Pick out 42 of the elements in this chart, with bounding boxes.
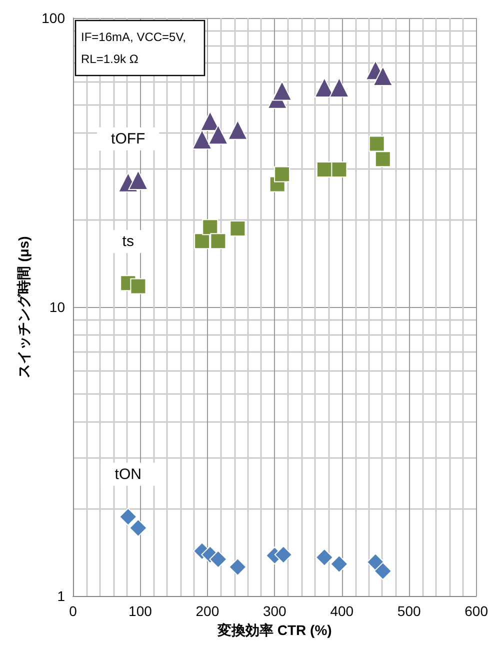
- point: [209, 550, 228, 568]
- point: [228, 120, 248, 140]
- point: [329, 77, 350, 98]
- point: [368, 136, 385, 152]
- point: [228, 558, 247, 576]
- point: [210, 233, 226, 250]
- point: [192, 129, 212, 150]
- point: [128, 170, 148, 190]
- x-tick-label: 400: [330, 603, 354, 619]
- x-tick-label: 0: [69, 603, 78, 619]
- point: [230, 220, 246, 236]
- x-tick-label: 100: [128, 603, 152, 619]
- point: [194, 233, 210, 250]
- point: [119, 508, 138, 526]
- x-tick-label: 600: [464, 603, 488, 619]
- y-tick-label: 1: [57, 588, 66, 604]
- series-label: ts: [122, 233, 134, 250]
- point: [274, 546, 292, 564]
- point: [272, 80, 292, 101]
- x-tick-label: 500: [397, 603, 421, 619]
- point: [374, 562, 392, 580]
- point: [130, 278, 146, 294]
- x-tick-label: 200: [196, 603, 220, 619]
- series-label: tOFF: [111, 130, 146, 148]
- y-axis-title: スイッチング時間 (μs): [16, 236, 32, 378]
- point: [331, 162, 348, 178]
- point: [208, 124, 228, 145]
- point: [129, 518, 148, 537]
- point: [315, 548, 334, 566]
- point: [316, 162, 332, 178]
- x-axis-title: 変換効率 CTR (%): [216, 622, 332, 638]
- x-tick-label: 300: [262, 603, 287, 619]
- point: [330, 555, 348, 574]
- y-tick-label: 10: [49, 299, 66, 315]
- point: [374, 151, 391, 168]
- point: [366, 553, 384, 572]
- point: [274, 166, 290, 182]
- y-tick-label: 100: [42, 10, 66, 26]
- point: [202, 219, 218, 236]
- series-label: tON: [114, 466, 142, 483]
- annotation: IF=16mA, VCC=5V, RL=1.9k Ω: [81, 30, 190, 66]
- point: [372, 66, 393, 86]
